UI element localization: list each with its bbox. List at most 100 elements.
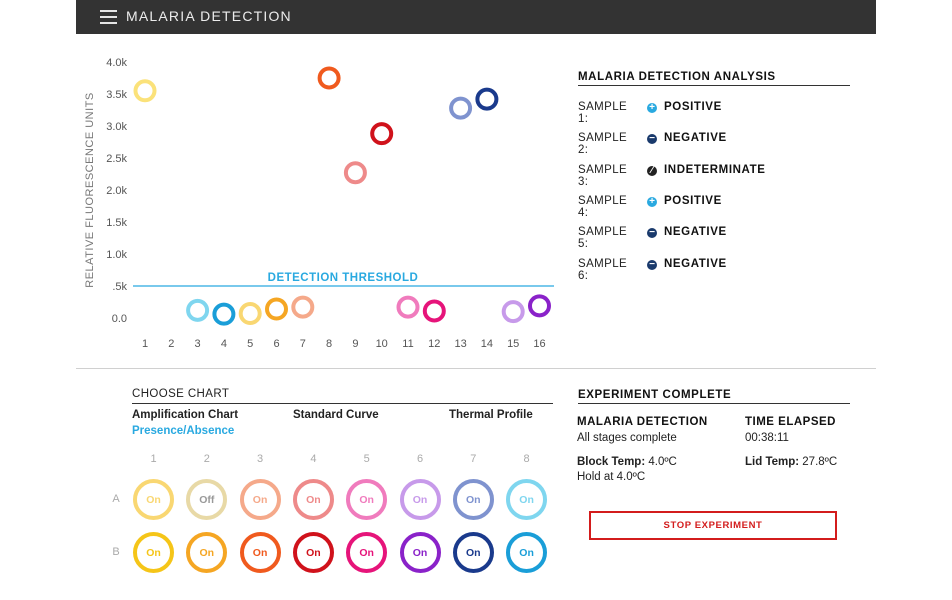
data-point — [212, 302, 236, 326]
tab-thermal-profile[interactable]: Thermal Profile — [449, 409, 533, 421]
sample-label: SAMPLE 1: — [578, 101, 628, 125]
plate-well[interactable]: On — [186, 532, 228, 573]
app-window: MALARIA DETECTION 0.0 .5k 1.0k 1.5k 2.0k 2.5k… — [76, 0, 876, 600]
time-elapsed-value: 00:38:11 — [745, 432, 789, 444]
sample-status: POSITIVE — [664, 194, 722, 207]
experiment-stage-status: All stages complete — [577, 432, 677, 444]
sample-label: SAMPLE 5: — [578, 226, 628, 251]
block-temp: Block Temp: 4.0ºC — [577, 456, 677, 468]
data-point — [528, 294, 551, 318]
x-tick-label: 9 — [352, 338, 358, 350]
x-tick-label: 14 — [481, 338, 493, 350]
x-tick-label: 16 — [533, 338, 545, 350]
y-tick-label: .5k — [112, 281, 127, 293]
analysis-title: MALARIA DETECTION ANALYSIS — [578, 71, 776, 83]
fluorescence-scatter-chart: 0.0 .5k 1.0k 1.5k 2.0k 2.5k 3.0k 3.5k 4.0k RELATI… — [84, 57, 554, 350]
lid-temp-label: Lid Temp: — [745, 456, 800, 468]
data-point — [317, 66, 341, 90]
x-tick-label: 2 — [168, 338, 174, 350]
y-tick-label: 3.5k — [106, 89, 127, 101]
plate-well[interactable]: On — [133, 532, 174, 573]
x-tick-label: 4 — [221, 338, 227, 350]
x-tick-label: 7 — [300, 338, 306, 350]
plate-column-label: 1 — [150, 453, 157, 465]
data-point — [133, 79, 157, 103]
sample-status: NEGATIVE — [664, 257, 727, 270]
plus-icon: + — [647, 103, 657, 113]
plate-well[interactable]: On — [239, 479, 281, 520]
y-tick-label: 1.5k — [106, 217, 127, 229]
time-elapsed-label: TIME ELAPSED — [745, 416, 836, 428]
plate-column-label: 8 — [523, 453, 530, 465]
section-divider — [76, 368, 876, 369]
plate-row-label: A — [112, 493, 120, 505]
data-point — [396, 295, 420, 319]
slash-icon: ⁄ — [647, 165, 657, 176]
plate-column-label: 6 — [416, 453, 424, 465]
plate-well[interactable]: On — [292, 479, 334, 520]
sample-label: SAMPLE 6: — [578, 257, 628, 282]
app-title: MALARIA DETECTION — [126, 8, 292, 24]
data-point — [343, 161, 367, 185]
stop-experiment-button[interactable]: STOP EXPERIMENT — [589, 511, 837, 540]
x-tick-label: 1 — [142, 338, 148, 350]
plate-well[interactable]: On — [452, 532, 494, 573]
x-tick-label: 5 — [247, 338, 253, 350]
sample-label: SAMPLE 3: — [578, 163, 628, 188]
plate-well[interactable]: On — [292, 532, 334, 573]
sample-status: NEGATIVE — [664, 226, 727, 239]
plate-column-label: 2 — [203, 453, 210, 465]
plate-well[interactable]: On — [506, 479, 548, 520]
data-point — [449, 96, 473, 120]
analysis-title-underline — [578, 85, 850, 86]
data-point — [422, 299, 446, 323]
x-tick-label: 13 — [454, 338, 466, 350]
detection-threshold-label: DETECTION THRESHOLD — [268, 272, 419, 284]
sample-status: INDETERMINATE — [664, 163, 766, 176]
tab-presence-absence[interactable]: Presence/Absence — [132, 425, 235, 437]
plate-column-label: 3 — [257, 453, 264, 465]
plate-well[interactable]: Off — [186, 479, 228, 520]
plate-column-label: 5 — [363, 453, 370, 465]
x-tick-label: 6 — [273, 338, 279, 350]
sample-status: POSITIVE — [664, 101, 722, 113]
data-point — [370, 122, 394, 146]
plate-well[interactable]: On — [506, 532, 548, 573]
plate-column-label: 7 — [470, 453, 477, 465]
data-point — [291, 295, 315, 319]
top-bar: MALARIA DETECTION — [76, 0, 876, 34]
plus-icon: + — [647, 196, 657, 207]
plate-column-label: 4 — [310, 453, 317, 465]
choose-chart-title: CHOOSE CHART — [132, 388, 230, 400]
hold-temp-value: Hold at 4.0ºC — [577, 471, 646, 483]
x-tick-label: 10 — [376, 338, 388, 350]
y-axis-label: RELATIVE FLUORESCENCE UNITS — [84, 92, 96, 287]
choose-chart-underline — [132, 403, 553, 404]
lid-temp-value: 27.8ºC — [799, 456, 838, 468]
plate-well[interactable]: On — [239, 532, 281, 573]
sample-status: NEGATIVE — [664, 132, 727, 145]
sample-label: SAMPLE 2: — [578, 132, 628, 157]
plate-well[interactable]: On — [399, 532, 441, 573]
y-tick-label: 3.0k — [106, 121, 127, 133]
data-point — [475, 87, 499, 111]
x-tick-label: 15 — [507, 338, 519, 350]
x-tick-label: 8 — [326, 338, 332, 350]
x-tick-label: 12 — [428, 338, 440, 350]
y-tick-label: 2.5k — [106, 153, 127, 165]
experiment-status-title: EXPERIMENT COMPLETE — [578, 389, 732, 401]
tab-standard-curve[interactable]: Standard Curve — [293, 409, 379, 421]
plate-well[interactable]: On — [399, 479, 441, 520]
data-point — [501, 300, 525, 324]
sample-label: SAMPLE 4: — [578, 194, 628, 219]
plate-well[interactable]: On — [346, 479, 388, 520]
minus-icon: − — [647, 228, 657, 239]
experiment-name-label: MALARIA DETECTION — [577, 416, 708, 428]
minus-icon: − — [647, 134, 657, 145]
block-temp-label: Block Temp: — [577, 456, 646, 468]
plate-well[interactable]: On — [452, 479, 494, 520]
tab-amplification-chart[interactable]: Amplification Chart — [132, 409, 239, 421]
plate-well[interactable]: On — [133, 479, 174, 520]
hamburger-menu-icon[interactable] — [100, 10, 117, 24]
plate-well[interactable]: On — [346, 532, 388, 573]
